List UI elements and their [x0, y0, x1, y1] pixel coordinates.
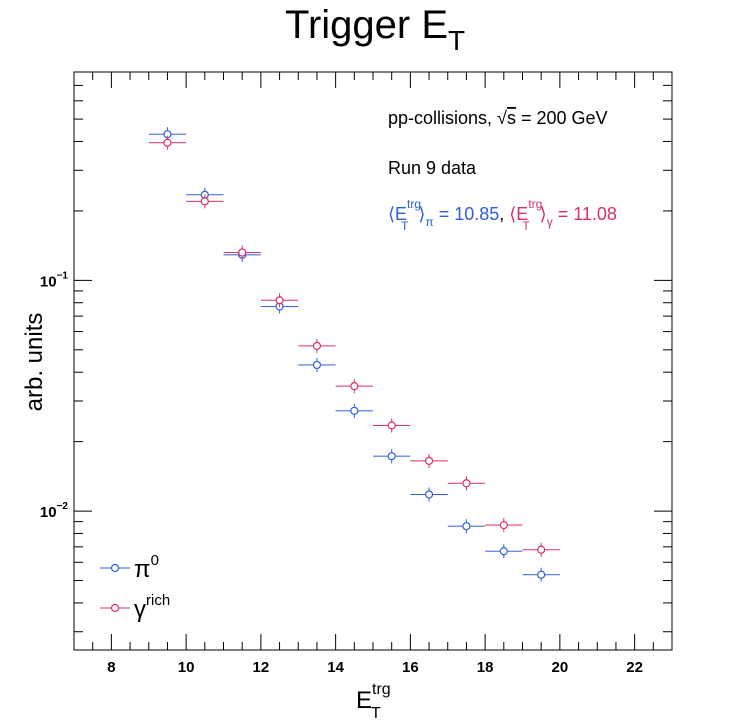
x-tick-label: 20 [552, 659, 569, 676]
data-point [312, 360, 322, 370]
data-point [238, 248, 247, 257]
data-point [350, 406, 359, 415]
data-point [275, 296, 284, 305]
y-axis-label: arb. units [21, 313, 48, 412]
series-pi0 [148, 127, 560, 582]
annotation-s: s [507, 108, 516, 128]
chart-title: Trigger ET [285, 3, 465, 56]
legend-entry-pi0: π0 [100, 552, 159, 583]
data-point [537, 545, 546, 554]
data-point [537, 570, 546, 579]
legend-label-gamma-rich: γrich [134, 592, 170, 623]
x-axis-label: Etrg T [356, 681, 391, 722]
annotation-averages: ⟨Etrg T⟩π = 10.85, ⟨Etrg T⟩γ = 11.08 [388, 197, 617, 233]
data-point [200, 197, 209, 206]
legend-label-pi0: π0 [134, 552, 159, 583]
y-tick-label: 10−1 [40, 270, 69, 290]
axis-tick-labels: 8 10 12 14 16 18 20 22 10−1 10−2 [40, 270, 643, 676]
plot-frame [73, 71, 673, 651]
x-tick-label: 14 [327, 659, 344, 676]
x-axis-label-superscript: trg [372, 681, 391, 698]
x-tick-label: 16 [402, 659, 419, 676]
data-point [499, 547, 508, 556]
x-tick-label: 18 [477, 659, 494, 676]
chart-title-subscript: T [448, 25, 465, 56]
x-tick-label: 8 [107, 659, 115, 676]
annotation-run: Run 9 data [388, 158, 477, 178]
x-tick-label: 12 [253, 659, 270, 676]
data-point [424, 456, 434, 466]
data-point [312, 341, 322, 350]
legend: π0 γrich [100, 552, 170, 623]
series-layer [148, 127, 560, 582]
annotation-collisions: pp-collisions, √s = 200 GeV [388, 108, 608, 128]
data-point [424, 490, 434, 499]
x-tick-label: 22 [626, 659, 643, 676]
data-point [163, 138, 172, 147]
data-point [387, 421, 396, 430]
data-point [462, 522, 471, 531]
legend-entry-gamma-rich: γrich [100, 592, 170, 623]
legend-marker-gamma-rich [110, 603, 120, 613]
sqrt-icon: √ [497, 108, 507, 128]
series-gamma-rich [148, 135, 560, 557]
legend-marker-pi0 [110, 563, 120, 573]
data-point [387, 452, 396, 461]
data-point [462, 479, 471, 488]
data-point [499, 520, 508, 530]
y-tick-label: 10−2 [40, 501, 69, 521]
x-axis-label-subscript: T [371, 705, 381, 722]
data-point [350, 382, 359, 391]
x-tick-label: 10 [178, 659, 195, 676]
axis-ticks [73, 71, 673, 650]
